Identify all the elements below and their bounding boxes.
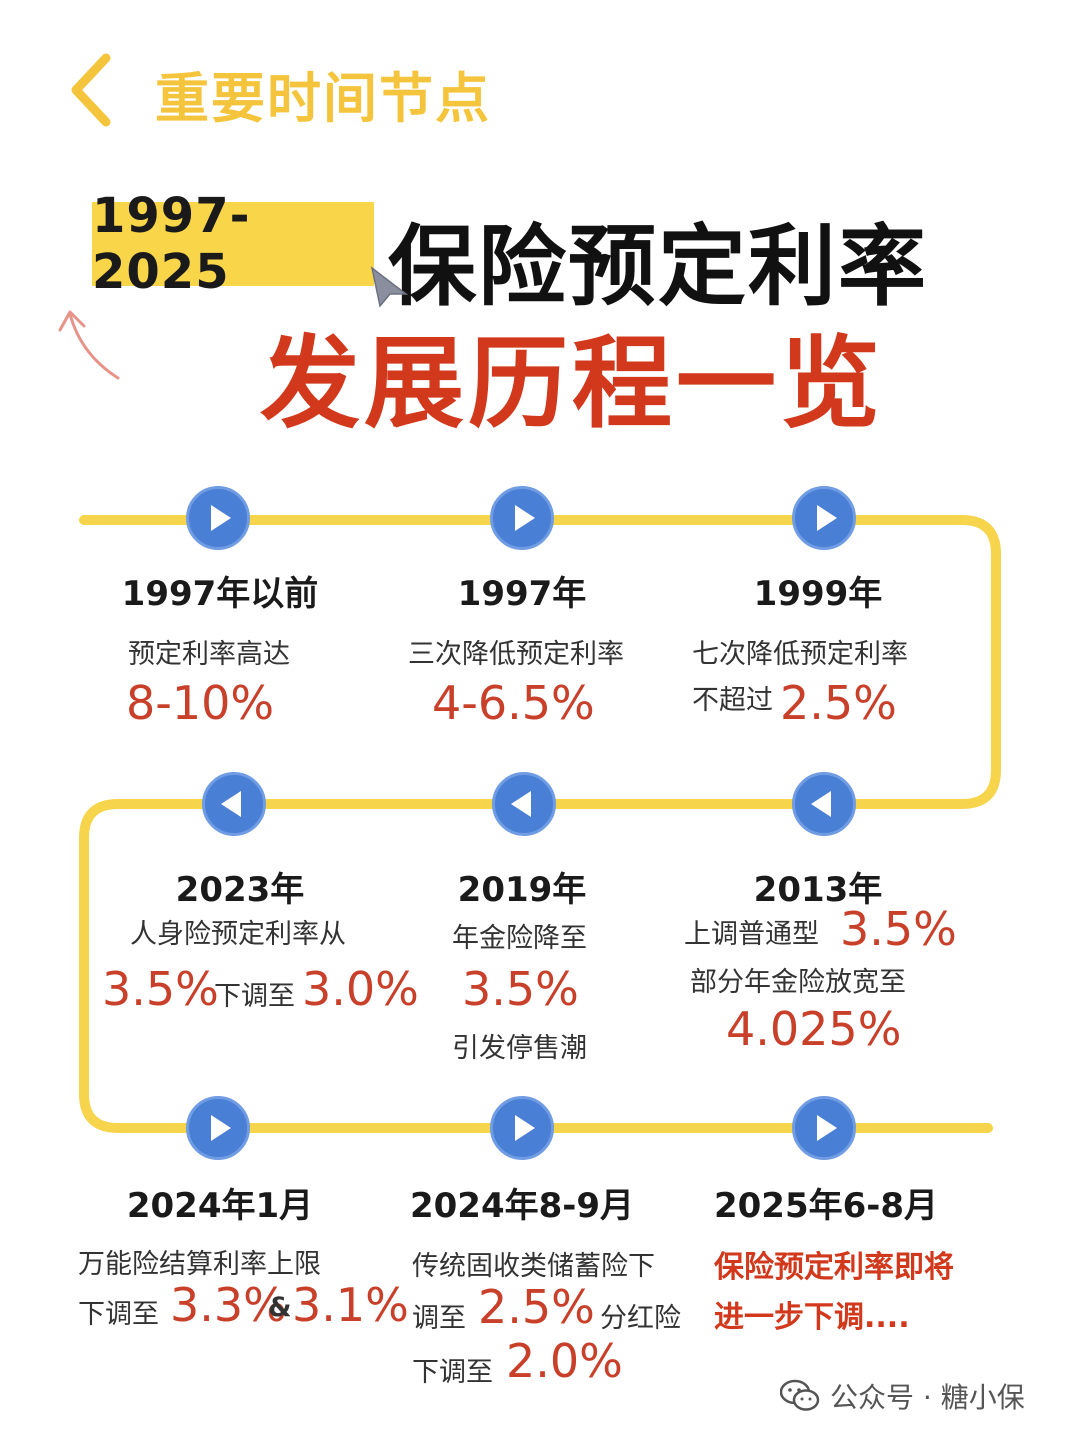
milestone-3-play-button[interactable]: [792, 486, 856, 550]
milestone-6-play-button[interactable]: [792, 772, 856, 836]
doodle-arrow-icon: [56, 304, 126, 388]
milestone-6-text-2: 部分年金险放宽至: [690, 967, 906, 998]
milestone-9-text: 保险预定利率即将: [714, 1250, 954, 1285]
milestone-7-rate-2: 3.1%: [292, 1278, 409, 1332]
milestone-3-rate: 2.5%: [780, 676, 897, 730]
milestone-3-year: 1999年: [753, 574, 883, 614]
milestone-9-year: 2025年6-8月: [713, 1186, 939, 1226]
milestone-1-play-button[interactable]: [186, 486, 250, 550]
play-right-icon: [211, 505, 231, 531]
milestone-3-prefix: 不超过: [692, 685, 773, 716]
play-right-icon: [211, 1115, 231, 1141]
milestone-7-amp: &: [268, 1292, 292, 1323]
milestone-4-text: 人身险预定利率从: [130, 919, 346, 950]
milestone-8-mid: 分红险: [600, 1303, 681, 1334]
watermark: 公众号 · 糖小保: [780, 1376, 1025, 1416]
milestone-5-text-2: 引发停售潮: [452, 1033, 587, 1064]
milestone-7-text: 万能险结算利率上限: [78, 1249, 321, 1280]
milestone-7-play-button[interactable]: [186, 1096, 250, 1160]
milestone-1-year: 1997年以前: [121, 574, 319, 614]
play-right-icon: [515, 1115, 535, 1141]
milestone-8-play-button[interactable]: [490, 1096, 554, 1160]
milestone-8-rate-2: 2.0%: [506, 1334, 623, 1388]
milestone-9-text-2: 进一步下调....: [714, 1300, 910, 1335]
milestone-8-prefix: 调至: [412, 1303, 466, 1334]
page-nav-title: 重要时间节点: [155, 67, 491, 130]
milestone-8-year: 2024年8-9月: [409, 1186, 635, 1226]
pointer-cursor-icon: [366, 264, 410, 312]
milestone-5-play-button[interactable]: [492, 772, 556, 836]
play-left-icon: [511, 791, 531, 817]
back-chevron-icon[interactable]: [62, 50, 122, 130]
headline-line-2: 发展历程一览: [260, 325, 884, 442]
play-left-icon: [811, 791, 831, 817]
milestone-2-year: 1997年: [457, 574, 587, 614]
milestone-7-rate-1: 3.3%: [170, 1278, 287, 1332]
milestone-4-rate-from: 3.5%: [102, 962, 219, 1016]
watermark-text: 公众号 · 糖小保: [830, 1381, 1025, 1414]
milestone-4-mid: 下调至: [214, 981, 295, 1012]
milestone-6-rate-1: 3.5%: [840, 902, 957, 956]
milestone-1-text: 预定利率高达: [128, 639, 290, 670]
milestone-5-rate: 3.5%: [462, 962, 579, 1016]
milestone-8-prefix-2: 下调至: [412, 1357, 493, 1388]
milestone-8-text: 传统固收类储蓄险下: [412, 1251, 655, 1282]
milestone-7-prefix: 下调至: [78, 1299, 159, 1330]
play-right-icon: [515, 505, 535, 531]
milestone-5-year: 2019年: [457, 870, 587, 910]
milestone-5-text: 年金险降至: [452, 923, 587, 954]
milestone-6-year: 2013年: [753, 870, 883, 910]
milestone-2-text: 三次降低预定利率: [408, 639, 624, 670]
headline-line-1: 保险预定利率: [388, 215, 929, 318]
milestone-4-year: 2023年: [175, 870, 305, 910]
play-right-icon: [817, 1115, 837, 1141]
milestone-1-rate: 8-10%: [126, 676, 275, 730]
milestone-2-play-button[interactable]: [490, 486, 554, 550]
milestone-8-rate-1: 2.5%: [478, 1280, 595, 1334]
milestone-2-rate: 4-6.5%: [432, 676, 595, 730]
year-range-badge: 1997-2025: [92, 188, 374, 300]
play-right-icon: [817, 505, 837, 531]
milestone-7-year: 2024年1月: [126, 1186, 314, 1226]
milestone-3-text: 七次降低预定利率: [692, 639, 908, 670]
milestone-9-play-button[interactable]: [792, 1096, 856, 1160]
wechat-icon: [780, 1379, 820, 1411]
milestone-6-rate-2: 4.025%: [726, 1002, 902, 1056]
milestone-4-rate-to: 3.0%: [302, 962, 419, 1016]
milestone-4-play-button[interactable]: [202, 772, 266, 836]
play-left-icon: [221, 791, 241, 817]
milestone-6-text: 上调普通型: [684, 919, 819, 950]
